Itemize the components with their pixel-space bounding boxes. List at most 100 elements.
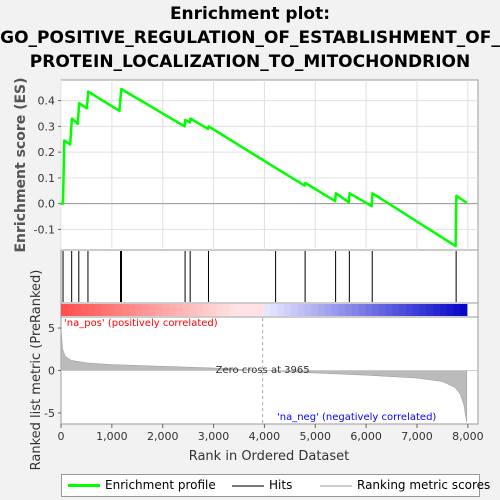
- legend-ranking-metric: Ranking metric scores: [320, 478, 490, 492]
- x-tick-label: 0: [58, 430, 65, 443]
- legend: Enrichment profile Hits Ranking metric s…: [61, 474, 490, 497]
- rank-color-cell: [439, 304, 448, 316]
- rank-color-cell: [412, 304, 421, 316]
- rank-color-cell: [148, 304, 157, 316]
- rank-color-cell: [216, 304, 224, 316]
- rank-color-cell: [399, 304, 407, 316]
- rank-color-cell: [432, 304, 441, 316]
- rank-color-cell: [155, 304, 164, 316]
- rank-color-cell: [128, 304, 136, 316]
- negative-correlation-label: 'na_neg' (negatively correlated): [277, 412, 436, 423]
- rank-color-cell: [324, 304, 333, 316]
- x-tick-label: 7,000: [401, 430, 433, 443]
- rank-color-cell: [162, 304, 170, 316]
- rank-color-cell: [304, 304, 312, 316]
- legend-metric-label: Ranking metric scores: [357, 478, 491, 492]
- rank-color-cell: [392, 304, 400, 316]
- metric-tick-label: 0: [48, 365, 55, 378]
- chart-title: Enrichment plot: GO_POSITIVE_REGULATION_…: [0, 2, 500, 74]
- rank-color-cell: [142, 304, 150, 316]
- rank-color-cell: [263, 304, 272, 316]
- rank-color-cell: [101, 304, 109, 316]
- es-axis-title: Enrichment score (ES): [13, 77, 29, 252]
- es-tick-label: 0.1: [38, 172, 56, 185]
- rank-color-cell: [196, 304, 204, 316]
- es-tick-label: 0.0: [38, 198, 56, 211]
- rank-color-cell: [61, 304, 69, 316]
- x-tick-label: 2,000: [147, 430, 179, 443]
- legend-metric-swatch: [320, 484, 352, 487]
- rank-color-cell: [290, 304, 299, 316]
- legend-enrichment-swatch: [68, 484, 100, 487]
- rank-color-cell: [419, 304, 427, 316]
- x-axis-title: Rank in Ordered Dataset: [189, 449, 350, 464]
- es-tick-label: 0.3: [38, 120, 56, 133]
- es-tick-label: 0.2: [38, 146, 56, 159]
- x-tick-label: 5,000: [300, 430, 332, 443]
- x-tick-label: 4,000: [249, 430, 281, 443]
- title-line-1: Enrichment plot:: [169, 4, 331, 24]
- rank-color-cell: [257, 304, 265, 316]
- rank-color-cell: [88, 304, 96, 316]
- es-tick-label: -0.1: [34, 223, 55, 236]
- rank-color-cell: [318, 304, 326, 316]
- enrichment-profile-line: [61, 87, 468, 248]
- legend-hits-label: Hits: [269, 478, 293, 492]
- rank-color-cell: [175, 304, 184, 316]
- metric-tick-label: 5: [48, 322, 55, 335]
- title-line-3: PROTEIN_LOCALIZATION_TO_MITOCHONDRION: [29, 52, 471, 72]
- rank-color-cell: [372, 304, 380, 316]
- rank-color-cell: [378, 304, 387, 316]
- x-tick-label: 6,000: [350, 430, 382, 443]
- positive-correlation-label: 'na_pos' (positively correlated): [64, 318, 218, 329]
- rank-color-cell: [277, 304, 285, 316]
- metric-tick-label: -5: [44, 407, 55, 420]
- rank-color-cell: [189, 304, 197, 316]
- rank-color-cell: [203, 304, 211, 316]
- rank-color-cell: [182, 304, 191, 316]
- rank-color-cell: [121, 304, 130, 316]
- rank-color-cell: [385, 304, 394, 316]
- rank-color-cell: [243, 304, 251, 316]
- rank-color-cell: [284, 304, 292, 316]
- rank-color-cell: [236, 304, 245, 316]
- rank-color-cell: [446, 304, 454, 316]
- metric-axis-title: Ranked list metric (PreRanked): [29, 270, 44, 471]
- legend-hits-swatch: [232, 484, 264, 487]
- rank-color-cell: [338, 304, 346, 316]
- rank-color-cell: [230, 304, 238, 316]
- rank-color-cell: [115, 304, 123, 316]
- rank-color-cell: [169, 304, 177, 316]
- rank-color-cell: [365, 304, 373, 316]
- title-line-2: GO_POSITIVE_REGULATION_OF_ESTABLISHMENT_…: [0, 28, 500, 48]
- rank-color-cell: [453, 304, 461, 316]
- rank-color-cell: [108, 304, 116, 316]
- legend-hits: Hits: [232, 478, 292, 492]
- rank-color-cell: [297, 304, 306, 316]
- rank-color-cell: [94, 304, 103, 316]
- rank-color-cell: [345, 304, 353, 316]
- legend-enrichment-profile: Enrichment profile: [68, 478, 216, 492]
- rank-color-cell: [405, 304, 414, 316]
- rank-color-cell: [351, 304, 360, 316]
- rank-color-cell: [209, 304, 218, 316]
- rank-color-cell: [426, 304, 434, 316]
- rank-color-cell: [67, 304, 76, 316]
- legend-enrichment-label: Enrichment profile: [105, 478, 216, 492]
- hits-panel: [60, 249, 479, 304]
- rank-color-cell: [460, 304, 468, 316]
- rank-color-cell: [311, 304, 319, 316]
- rank-color-cell: [331, 304, 339, 316]
- rank-color-cell: [270, 304, 279, 316]
- rank-color-cell: [74, 304, 82, 316]
- x-tick-label: 1,000: [96, 430, 128, 443]
- ranking-metric-area: [60, 327, 468, 423]
- rank-color-cell: [81, 304, 89, 316]
- rank-color-cell: [250, 304, 258, 316]
- rank-color-cell: [223, 304, 231, 316]
- es-tick-label: 0.4: [38, 95, 56, 108]
- rank-color-cell: [358, 304, 366, 316]
- zero-cross-label: Zero cross at 3965: [216, 365, 310, 376]
- x-tick-label: 8,000: [452, 430, 484, 443]
